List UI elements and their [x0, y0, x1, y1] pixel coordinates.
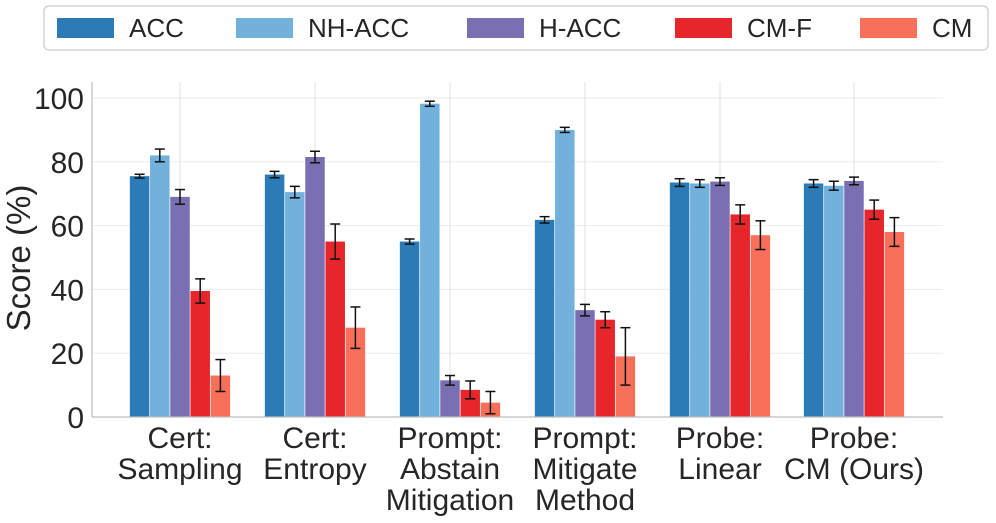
bar-acc — [399, 241, 420, 417]
error-bar — [674, 177, 685, 188]
x-tick-label: Probe: CM (Ours) — [784, 422, 924, 486]
error-bar — [600, 310, 611, 329]
bar-h-acc — [170, 196, 190, 417]
y-tick-label: 80 — [51, 147, 84, 180]
bar-acc — [129, 176, 150, 417]
bar-cm — [750, 235, 771, 417]
legend-swatch — [236, 18, 293, 38]
error-bar — [350, 306, 361, 350]
error-bar — [620, 326, 631, 386]
bar-nh-acc — [555, 129, 575, 417]
error-bar — [849, 176, 859, 186]
y-axis-label: Score (%) — [0, 185, 37, 332]
error-bar — [580, 303, 590, 317]
error-bar — [559, 126, 570, 134]
x-tick-label: Prompt: Abstain Mitigation — [386, 422, 514, 517]
legend-label: ACC — [129, 13, 184, 43]
x-tick-label: Cert: Entropy — [263, 422, 366, 486]
error-bar — [310, 150, 320, 164]
legend-label: H-ACC — [539, 13, 621, 43]
bars — [129, 103, 905, 418]
legend-swatch — [467, 18, 524, 38]
error-bar — [330, 223, 341, 260]
error-bar — [175, 188, 185, 205]
error-bar — [445, 374, 455, 386]
bar-acc — [534, 219, 555, 417]
error-bar — [889, 216, 900, 248]
error-bar — [869, 199, 880, 220]
bar-nh-acc — [824, 185, 844, 417]
bar-cm — [615, 356, 636, 417]
bar-cm-f — [730, 214, 750, 417]
bar-cm — [345, 327, 366, 417]
bar-cm-f — [460, 389, 480, 417]
bar-nh-acc — [690, 183, 710, 417]
y-tick-label: 60 — [51, 211, 84, 244]
legend-item: CM-F — [675, 13, 812, 43]
error-bar — [465, 380, 476, 400]
y-tick-label: 0 — [67, 402, 84, 435]
error-bar — [215, 358, 226, 393]
legend-item: NH-ACC — [236, 13, 409, 43]
grid — [92, 82, 943, 417]
bar-acc — [264, 174, 285, 417]
bar-nh-acc — [420, 103, 440, 417]
x-tick-labels: Cert: Sampling Cert: Entropy Prompt: Abstain M… — [117, 422, 924, 517]
legend-label: CM — [932, 13, 972, 43]
bar-cm-f — [595, 319, 615, 417]
error-bars — [134, 100, 900, 415]
bar-cm-f — [190, 290, 210, 417]
y-tick-label: 100 — [34, 83, 84, 116]
legend: ACC NH-ACC H-ACC CM-F CM — [43, 5, 989, 51]
bar-cm — [210, 375, 231, 417]
error-bar — [195, 278, 206, 304]
bar-cm-f — [325, 241, 345, 417]
y-tick-labels: 0 20 40 60 80 100 — [34, 83, 84, 435]
bar-acc — [803, 183, 824, 417]
bar-acc — [669, 182, 690, 417]
error-bar — [735, 204, 746, 225]
error-bar — [269, 170, 280, 179]
bar-h-acc — [305, 157, 325, 417]
legend-swatch — [57, 18, 114, 38]
error-bar — [404, 238, 415, 245]
y-tick-label: 40 — [51, 274, 84, 307]
bar-h-acc — [575, 310, 595, 417]
bar-h-acc — [844, 180, 864, 417]
legend-item: H-ACC — [467, 13, 621, 43]
error-bar — [485, 390, 496, 415]
legend-swatch — [860, 18, 917, 38]
x-tick-label: Prompt: Mitigate Method — [532, 422, 637, 517]
bar-cm — [884, 231, 905, 417]
bar-cm-f — [864, 209, 884, 417]
bar-h-acc — [440, 380, 460, 417]
error-bar — [694, 178, 705, 189]
error-bar — [424, 100, 435, 108]
bar-nh-acc — [150, 155, 170, 418]
error-bar — [289, 185, 300, 199]
x-tick-label: Probe: Linear — [676, 422, 764, 486]
error-bar — [755, 220, 766, 251]
y-tick-label: 20 — [51, 338, 84, 371]
error-bar — [715, 177, 725, 187]
bar-nh-acc — [285, 192, 305, 417]
legend-label: NH-ACC — [308, 13, 409, 43]
bar-h-acc — [710, 181, 730, 417]
error-bar — [154, 148, 165, 163]
legend-item: CM — [860, 13, 972, 43]
axes — [91, 82, 943, 418]
error-bar — [808, 178, 819, 189]
error-bar — [539, 215, 550, 224]
legend-label: CM-F — [747, 13, 812, 43]
legend-swatch — [675, 18, 732, 38]
error-bar — [828, 180, 839, 191]
x-tick-label: Cert: Sampling — [117, 422, 242, 486]
error-bar — [134, 173, 145, 179]
legend-item: ACC — [57, 13, 184, 43]
